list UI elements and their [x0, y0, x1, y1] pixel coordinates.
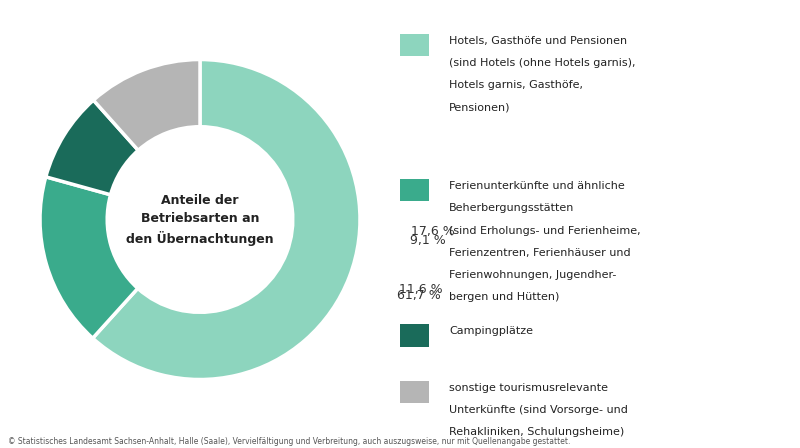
- Text: (sind Hotels (ohne Hotels garnis),: (sind Hotels (ohne Hotels garnis),: [449, 58, 636, 68]
- Text: sonstige tourismusrelevante: sonstige tourismusrelevante: [449, 383, 608, 393]
- FancyBboxPatch shape: [400, 34, 429, 56]
- Wedge shape: [40, 177, 138, 338]
- Text: Pensionen): Pensionen): [449, 103, 510, 112]
- Text: © Statistisches Landesamt Sachsen-Anhalt, Halle (Saale), Vervielfältigung und Ve: © Statistisches Landesamt Sachsen-Anhalt…: [8, 437, 570, 446]
- Text: 9,1 %: 9,1 %: [410, 234, 446, 247]
- Wedge shape: [46, 100, 138, 195]
- FancyBboxPatch shape: [400, 324, 429, 347]
- Text: bergen und Hütten): bergen und Hütten): [449, 292, 559, 302]
- Text: Hotels, Gasthöfe und Pensionen: Hotels, Gasthöfe und Pensionen: [449, 36, 627, 46]
- FancyBboxPatch shape: [400, 179, 429, 202]
- Text: Ferienzentren, Ferienhäuser und: Ferienzentren, Ferienhäuser und: [449, 248, 630, 258]
- Text: Campingplätze: Campingplätze: [449, 326, 533, 336]
- Text: Unterkünfte (sind Vorsorge- und: Unterkünfte (sind Vorsorge- und: [449, 405, 628, 415]
- Text: Ferienunterkünfte und ähnliche: Ferienunterkünfte und ähnliche: [449, 181, 625, 191]
- FancyBboxPatch shape: [400, 381, 429, 403]
- Text: Hotels garnis, Gasthöfe,: Hotels garnis, Gasthöfe,: [449, 81, 583, 90]
- Text: 11,6 %: 11,6 %: [399, 283, 443, 296]
- Wedge shape: [93, 60, 360, 379]
- Text: 61,7 %: 61,7 %: [397, 289, 441, 302]
- Text: Rehakliniken, Schulungsheime): Rehakliniken, Schulungsheime): [449, 427, 624, 437]
- Text: Beherbergungsstätten: Beherbergungsstätten: [449, 203, 574, 213]
- Wedge shape: [94, 60, 200, 150]
- Text: 17,6 %: 17,6 %: [411, 225, 454, 238]
- Text: Ferienwohnungen, Jugendher-: Ferienwohnungen, Jugendher-: [449, 270, 617, 280]
- Text: Anteile der
Betriebsarten an
den Übernachtungen: Anteile der Betriebsarten an den Übernac…: [126, 194, 274, 246]
- Text: (sind Erholungs- und Ferienheime,: (sind Erholungs- und Ferienheime,: [449, 226, 641, 236]
